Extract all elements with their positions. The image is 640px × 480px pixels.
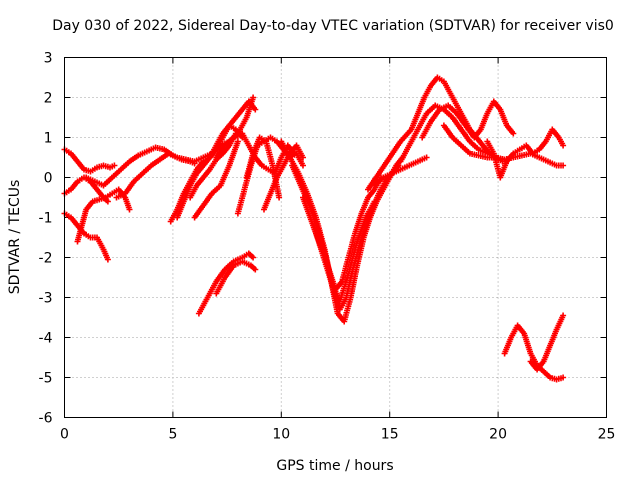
x-tick-label: 5 xyxy=(168,427,177,443)
series-markers xyxy=(419,98,517,141)
x-axis: 0 5 10 15 20 25 xyxy=(60,57,616,443)
series-track-12 xyxy=(213,258,259,297)
series-track-27 xyxy=(501,322,567,383)
y-tick-label: -6 xyxy=(39,411,53,427)
series-markers xyxy=(300,174,384,293)
y-tick-label: -1 xyxy=(39,211,53,227)
plot-frame xyxy=(64,57,607,418)
x-tick-label: 25 xyxy=(598,427,616,443)
series-markers xyxy=(195,250,257,317)
y-axis-label: SDTVAR / TECUs xyxy=(7,180,23,295)
series-markers xyxy=(213,258,259,297)
series-markers xyxy=(484,126,567,181)
series-markers xyxy=(174,122,246,221)
series-layer xyxy=(61,74,567,383)
series-track-11 xyxy=(195,250,257,317)
series-track-26 xyxy=(484,126,567,181)
y-tick-label: 2 xyxy=(44,91,53,107)
y-axis: 3 2 1 0 -1 -2 -3 -4 -5 -6 xyxy=(39,51,607,427)
y-tick-label: -2 xyxy=(39,251,53,267)
series-track-23 xyxy=(371,154,430,189)
x-tick-label: 15 xyxy=(381,427,399,443)
series-markers xyxy=(61,146,118,175)
x-axis-label: GPS time / hours xyxy=(276,458,393,474)
series-markers xyxy=(191,138,241,221)
x-tick-label: 20 xyxy=(489,427,507,443)
series-markers xyxy=(527,312,567,373)
y-tick-label: -5 xyxy=(39,371,53,387)
series-markers xyxy=(440,122,567,169)
series-track-24 xyxy=(419,98,517,141)
grid-lines xyxy=(64,57,607,418)
series-markers xyxy=(371,154,430,189)
y-tick-label: -4 xyxy=(39,331,53,347)
y-tick-label: 3 xyxy=(44,51,53,67)
series-markers xyxy=(501,322,567,383)
x-tick-label: 10 xyxy=(272,427,290,443)
series-track-15 xyxy=(243,134,283,201)
series-track-19 xyxy=(300,174,384,293)
series-track-20 xyxy=(310,198,378,305)
series-track-10 xyxy=(191,138,241,221)
series-markers xyxy=(243,134,283,201)
x-tick-label: 0 xyxy=(60,427,69,443)
y-tick-label: 0 xyxy=(44,171,53,187)
series-track-25 xyxy=(440,122,567,169)
y-tick-label: -3 xyxy=(39,291,53,307)
series-track-1 xyxy=(61,146,118,175)
chart-title: Day 030 of 2022, Sidereal Day-to-day VTE… xyxy=(52,18,614,34)
series-markers xyxy=(310,198,378,305)
series-track-28 xyxy=(527,312,567,373)
series-track-8 xyxy=(174,122,246,221)
y-tick-label: 1 xyxy=(44,131,53,147)
